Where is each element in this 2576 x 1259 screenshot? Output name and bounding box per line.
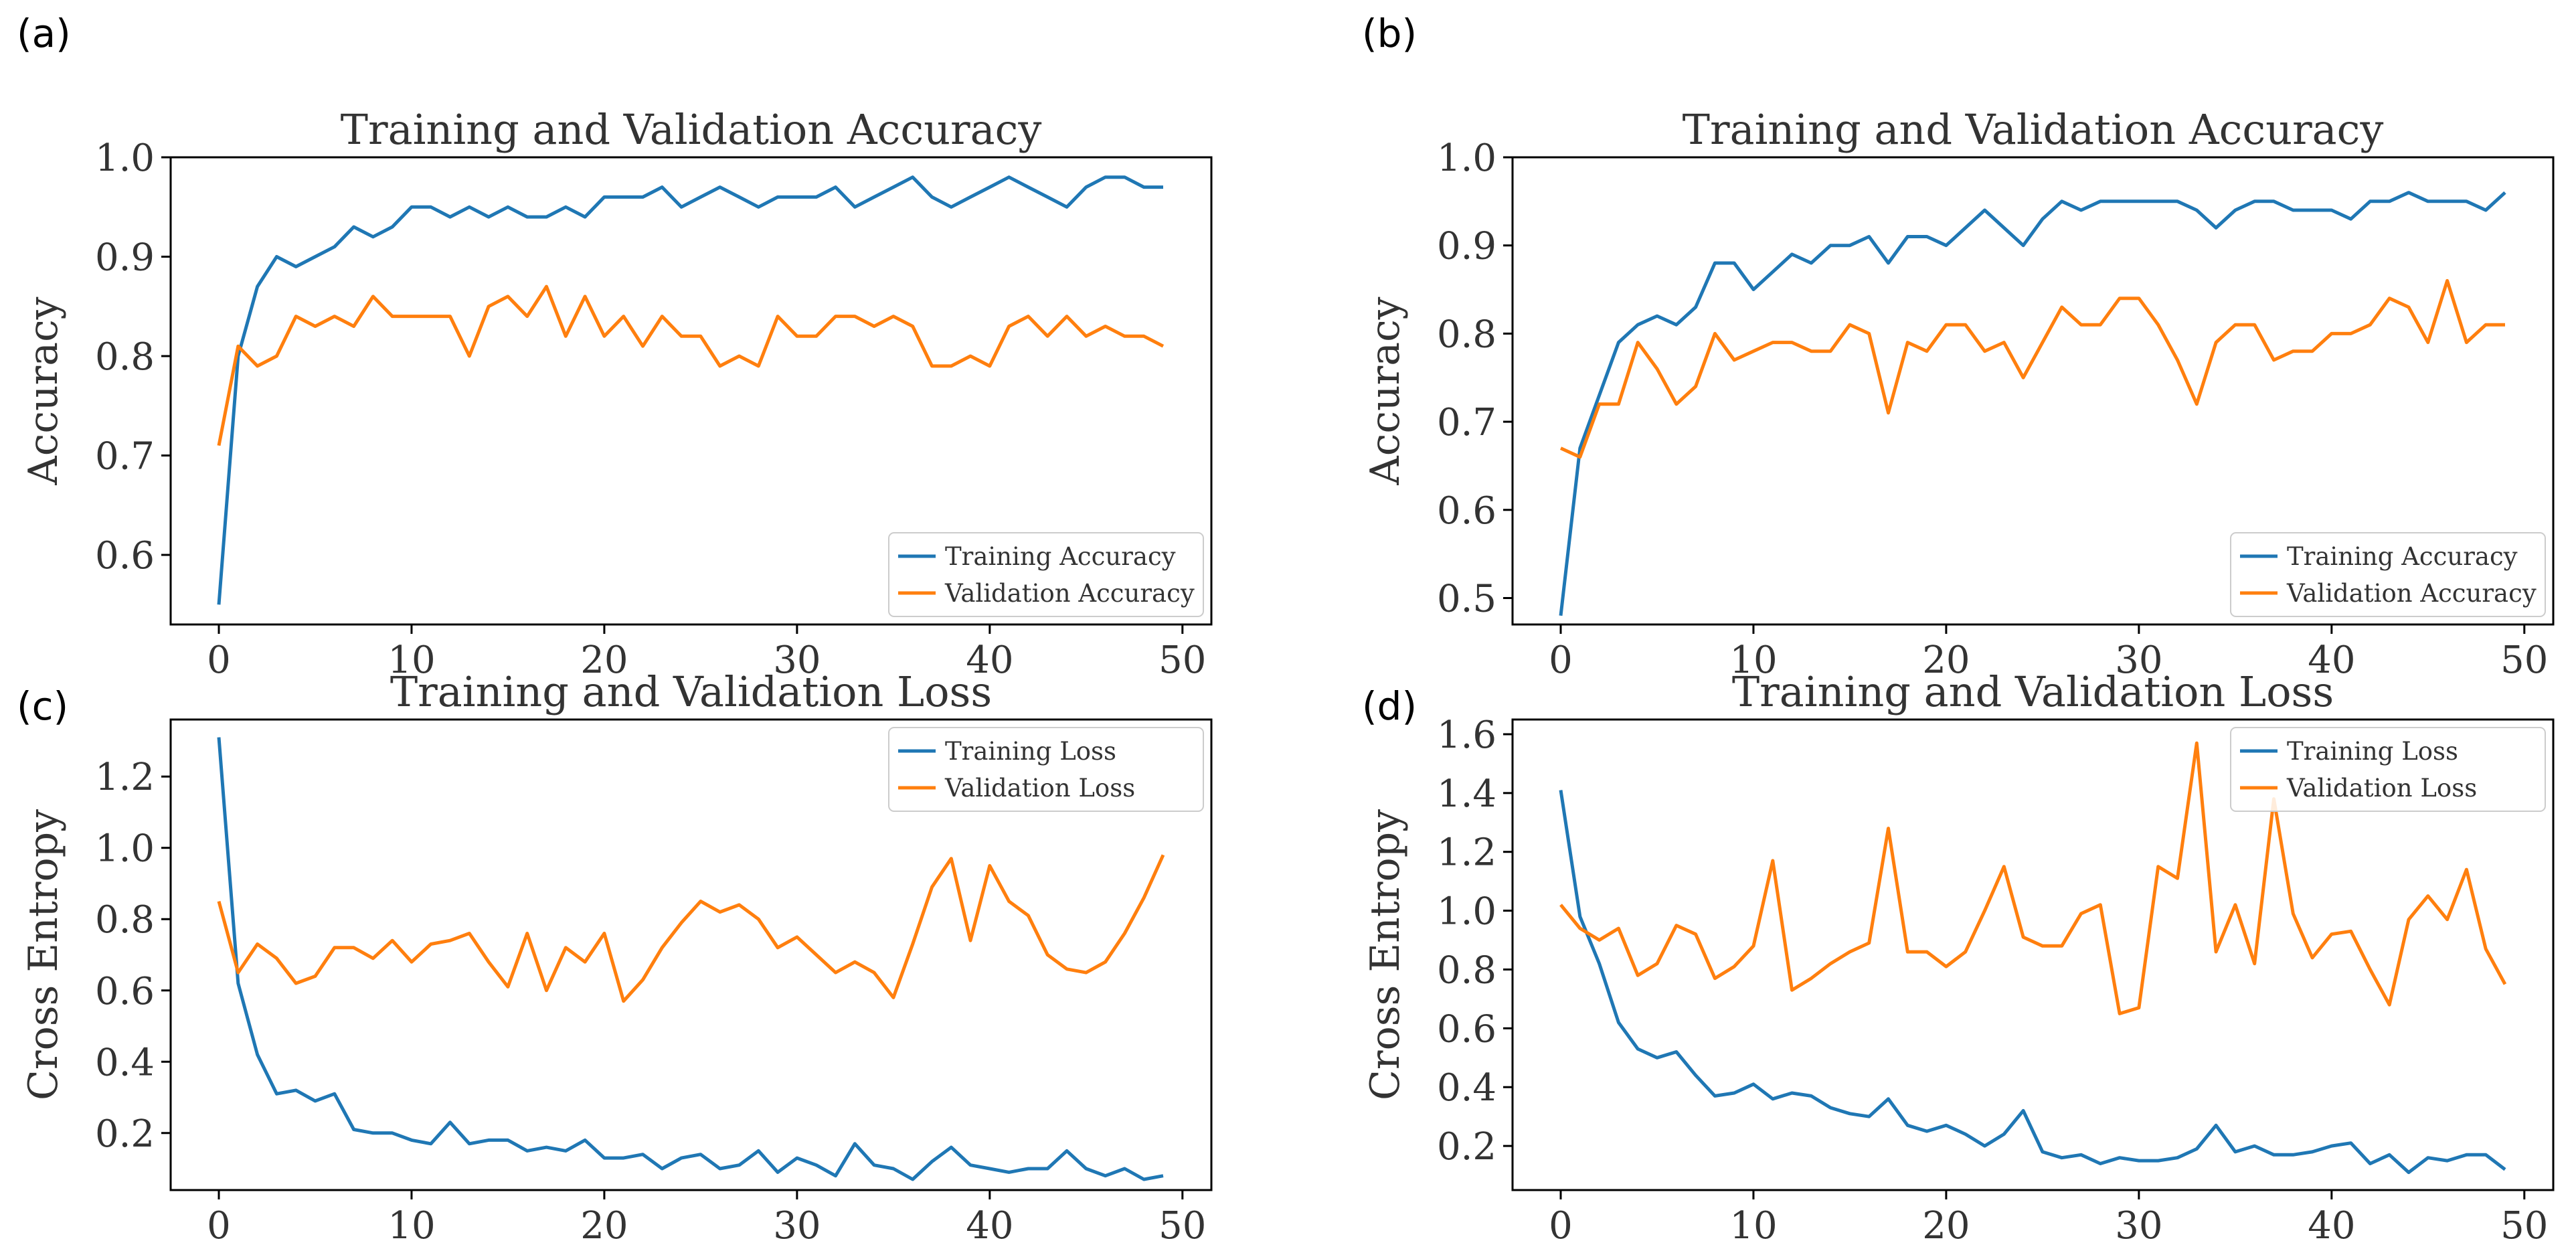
- x-tick-label: 30: [2115, 1204, 2162, 1248]
- legend: Training Accuracy Validation Accuracy: [888, 532, 1204, 617]
- y-tick-label: 0.8: [95, 335, 155, 379]
- panel-label: (b): [1362, 11, 1417, 56]
- y-tick-label: 0.6: [1437, 489, 1496, 533]
- y-tick-label: 1.0: [1437, 137, 1496, 180]
- y-tick-label: 0.9: [95, 236, 155, 280]
- x-tick-label: 20: [1922, 1204, 1970, 1248]
- legend: Training Accuracy Validation Accuracy: [2230, 532, 2546, 617]
- series-line-validation-accuracy: [1559, 278, 2505, 459]
- chart-panel-a: (a) Training and Validation Accuracy 0 10 20…: [17, 11, 1213, 682]
- y-tick-label: 0.6: [95, 970, 155, 1013]
- legend-label: Validation Accuracy: [2286, 579, 2537, 608]
- y-tick-label: 1.0: [95, 827, 155, 871]
- legend-box: [2230, 532, 2546, 617]
- axes-frame: [1511, 156, 2555, 626]
- chart-title: Training and Validation Accuracy: [341, 105, 1042, 154]
- y-tick-label: 0.4: [95, 1041, 155, 1084]
- x-tick-label: 40: [966, 639, 1013, 682]
- legend: Training Loss Validation Loss: [2230, 727, 2546, 812]
- legend-label: Training Loss: [2287, 737, 2458, 766]
- x-tick-label: 10: [388, 639, 435, 682]
- y-tick-label: 0.7: [95, 435, 155, 479]
- series-line-training-accuracy: [1559, 191, 2506, 616]
- y-tick-label: 0.8: [1437, 313, 1496, 356]
- x-tick-label: 30: [773, 639, 821, 682]
- chart-title: Training and Validation Accuracy: [1683, 105, 2384, 154]
- legend-box: [888, 727, 1204, 812]
- legend-label: Validation Loss: [2286, 774, 2477, 803]
- chart-title: Training and Validation Loss: [1732, 667, 2334, 716]
- x-tick-label: 10: [1729, 1204, 1777, 1248]
- y-tick-label: 1.2: [95, 756, 155, 799]
- y-tick-label: 1.4: [1437, 772, 1496, 816]
- y-tick-label: 0.2: [95, 1112, 155, 1156]
- y-tick-label: 1.0: [1437, 890, 1496, 934]
- y-tick-label: 1.2: [1437, 831, 1496, 875]
- legend-box: [888, 532, 1204, 617]
- y-axis-label: Cross Entropy: [1362, 809, 1409, 1100]
- y-tick-label: 0.5: [1437, 577, 1496, 620]
- axes-frame: [169, 718, 1213, 1191]
- y-axis-label: Accuracy: [20, 297, 67, 485]
- x-tick-label: 30: [2115, 639, 2162, 682]
- y-tick-label: 0.4: [1437, 1066, 1496, 1110]
- x-tick-label: 50: [1158, 639, 1206, 682]
- y-tick-label: 0.2: [1437, 1125, 1496, 1169]
- axes-frame: [169, 156, 1213, 626]
- series-line-training-loss: [217, 737, 1164, 1181]
- legend-box: [2230, 727, 2546, 812]
- x-tick-label: 20: [580, 1204, 628, 1248]
- legend-label: Training Loss: [945, 737, 1116, 766]
- y-tick-label: 0.7: [1437, 401, 1496, 444]
- chart-panel-c: (c) Training and Validation Loss 0 10 20 30 40…: [17, 667, 1213, 1248]
- y-tick-label: 0.9: [1437, 225, 1496, 268]
- chart-panel-b: (b) Training and Validation Accuracy 0 10 20…: [1362, 11, 2555, 682]
- x-tick-label: 40: [2308, 1204, 2355, 1248]
- legend: Training Loss Validation Loss: [888, 727, 1204, 812]
- chart-panel-d: (d) Training and Validation Loss 0 10 20 30 40…: [1362, 667, 2555, 1248]
- y-tick-label: 1.6: [1437, 714, 1496, 757]
- series-line-validation-loss: [217, 854, 1165, 1003]
- legend-label: Validation Loss: [944, 774, 1135, 803]
- x-tick-label: 0: [1549, 1204, 1573, 1248]
- axes-frame: [1511, 718, 2555, 1191]
- x-tick-label: 40: [966, 1204, 1013, 1248]
- series-line-validation-accuracy: [217, 284, 1165, 446]
- series-line-validation-loss: [1559, 741, 2507, 1015]
- legend-label: Validation Accuracy: [944, 579, 1195, 608]
- legend-label: Training Accuracy: [2287, 542, 2518, 571]
- x-tick-label: 40: [2308, 639, 2355, 682]
- x-tick-label: 50: [1158, 1204, 1206, 1248]
- y-tick-label: 0.6: [1437, 1007, 1496, 1051]
- panel-label: (d): [1362, 683, 1417, 729]
- x-tick-label: 0: [207, 639, 231, 682]
- x-tick-label: 50: [2500, 639, 2548, 682]
- legend-label: Training Accuracy: [945, 542, 1176, 571]
- x-tick-label: 20: [1922, 639, 1970, 682]
- chart-title: Training and Validation Loss: [390, 667, 992, 716]
- y-tick-label: 1.0: [95, 137, 155, 180]
- x-tick-label: 30: [773, 1204, 821, 1248]
- x-tick-label: 0: [1549, 639, 1573, 682]
- y-tick-label: 0.6: [95, 534, 155, 578]
- y-axis-label: Cross Entropy: [20, 809, 67, 1100]
- x-tick-label: 50: [2500, 1204, 2548, 1248]
- x-tick-label: 10: [1729, 639, 1777, 682]
- y-tick-label: 0.8: [95, 898, 155, 942]
- series-line-training-accuracy: [217, 175, 1163, 605]
- x-tick-label: 20: [580, 639, 628, 682]
- y-axis-label: Accuracy: [1362, 297, 1409, 485]
- x-tick-label: 10: [388, 1204, 435, 1248]
- y-tick-label: 0.8: [1437, 948, 1496, 992]
- series-line-training-loss: [1559, 790, 2506, 1175]
- x-tick-label: 0: [207, 1204, 231, 1248]
- panel-label: (c): [17, 683, 68, 729]
- panel-label: (a): [17, 11, 71, 56]
